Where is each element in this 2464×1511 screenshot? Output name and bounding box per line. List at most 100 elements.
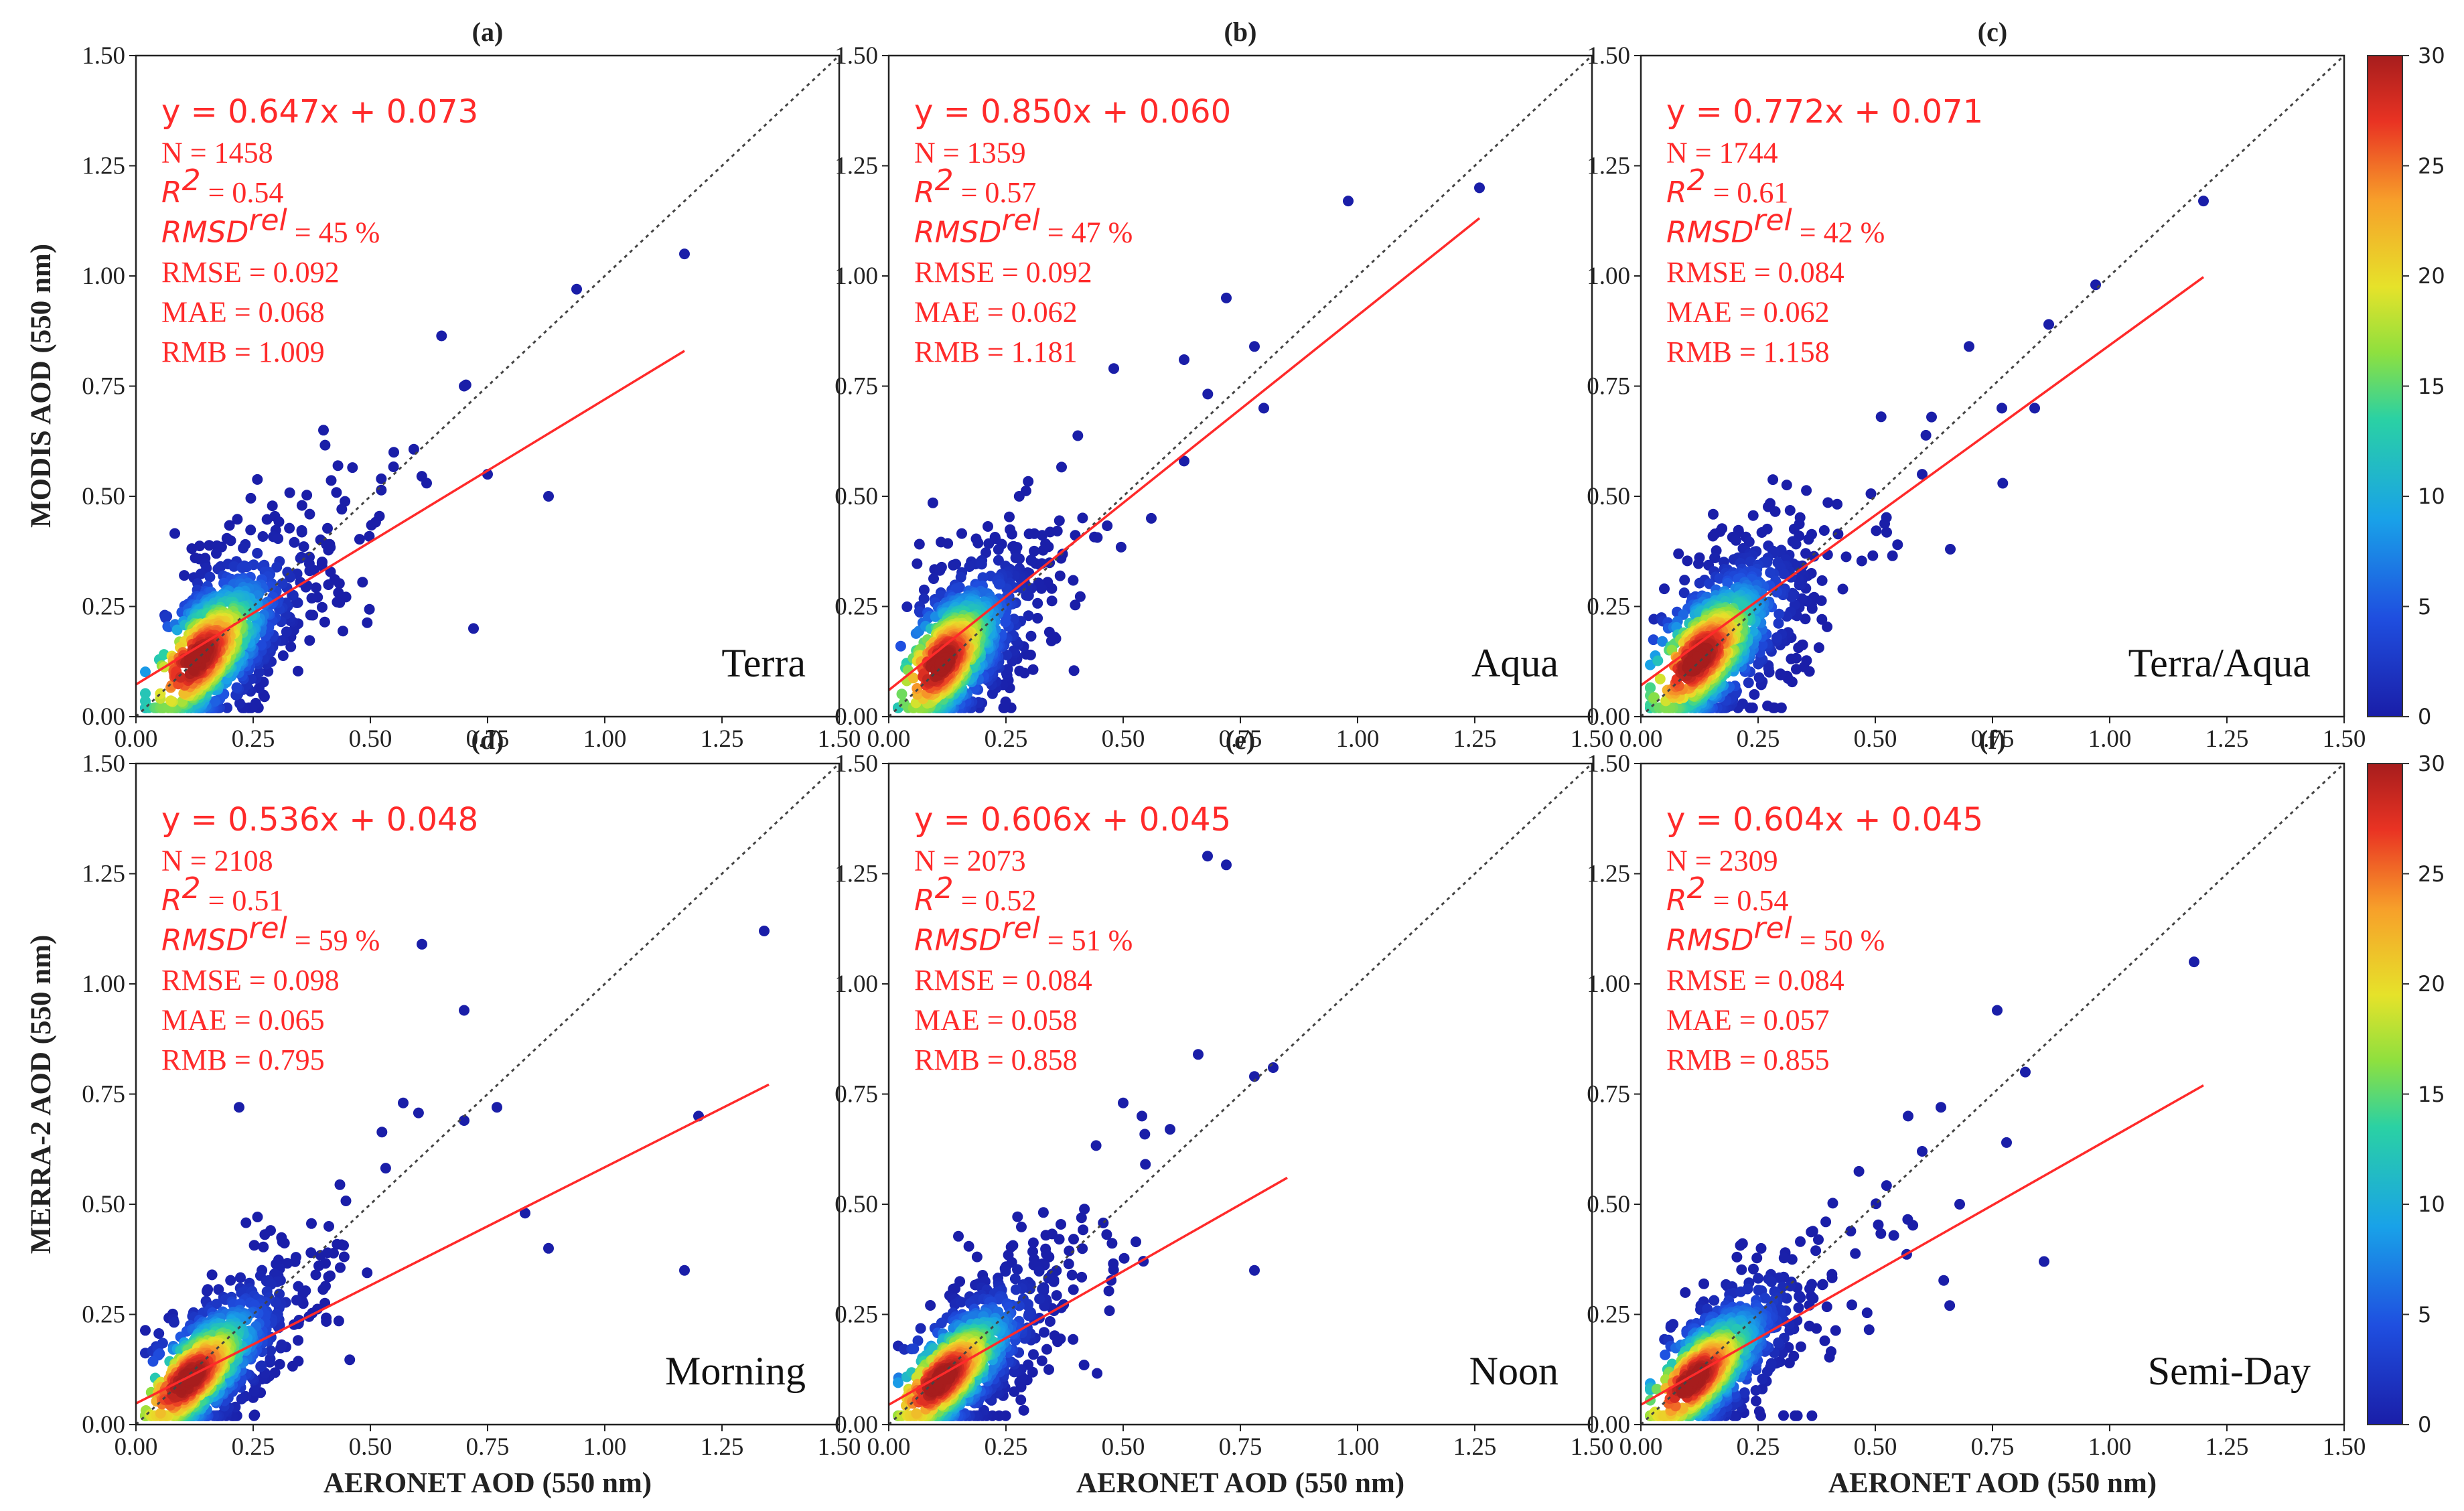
colorbar-tick: 20 <box>2418 971 2445 997</box>
y-tick-label: 0.75 <box>835 1081 878 1108</box>
data-point <box>1678 587 1690 599</box>
data-point <box>1193 1049 1204 1060</box>
data-point <box>1750 1385 1761 1396</box>
data-point <box>376 484 387 496</box>
data-point <box>679 248 690 260</box>
site-label: Aqua <box>1471 641 1559 685</box>
data-point <box>936 1317 947 1329</box>
data-point <box>291 1295 302 1306</box>
data-point <box>1056 461 1067 473</box>
data-point <box>318 425 329 436</box>
x-tick-label: 0.00 <box>867 725 911 753</box>
data-point <box>950 559 962 570</box>
data-point <box>934 565 946 576</box>
stat-r2: R2 = 0.61 <box>1666 163 1788 210</box>
data-point <box>955 571 966 583</box>
y-tick-label: 1.25 <box>1587 153 1630 180</box>
data-point <box>240 1217 252 1228</box>
data-point <box>1830 1325 1841 1336</box>
data-point <box>175 672 186 683</box>
data-point <box>1221 292 1232 303</box>
data-point <box>1773 1272 1785 1283</box>
y-tick-label: 1.25 <box>835 861 878 888</box>
data-point <box>1875 1228 1887 1239</box>
data-point <box>1865 488 1877 500</box>
data-point <box>925 1300 936 1311</box>
data-point <box>1078 1360 1090 1370</box>
one-to-one-line <box>1640 54 2345 718</box>
x-tick-label: 0.75 <box>1971 725 2015 753</box>
panel-b: 0.00 0.25 0.50 0.75 1.00 1.25 1.500.000.250.50… <box>835 17 1613 753</box>
data-point <box>209 696 220 707</box>
y-tick-label: 1.50 <box>82 750 125 778</box>
data-point <box>1743 677 1754 689</box>
data-point <box>194 541 205 552</box>
stat-mae: MAE = 0.068 <box>161 296 325 329</box>
y-tick-label: 0.00 <box>82 703 125 731</box>
data-point <box>1015 1394 1027 1406</box>
data-point <box>293 1281 304 1292</box>
stat-rmsd-symbol: RMSD <box>914 216 1001 250</box>
data-point <box>1762 700 1773 711</box>
data-point <box>1221 859 1232 871</box>
data-point <box>1101 1229 1112 1240</box>
stat-r2-value: = 0.52 <box>954 884 1037 917</box>
data-point <box>1749 689 1760 700</box>
data-point <box>315 534 326 545</box>
data-point <box>1068 665 1080 676</box>
data-point <box>347 462 358 474</box>
data-point <box>1853 1165 1865 1177</box>
data-point <box>321 1312 332 1323</box>
data-point <box>305 1247 317 1258</box>
colorbar-tick: 25 <box>2418 153 2445 179</box>
data-point <box>225 1275 236 1286</box>
data-point <box>1791 664 1802 675</box>
data-point <box>1068 1334 1079 1345</box>
data-point <box>296 526 307 538</box>
data-point <box>1845 1226 1857 1237</box>
data-point <box>171 624 183 636</box>
data-point <box>1652 655 1664 666</box>
data-point <box>1709 1295 1720 1306</box>
data-point <box>1054 1234 1065 1245</box>
data-point <box>388 461 399 472</box>
data-point <box>972 537 984 549</box>
stat-n: N = 2108 <box>161 845 273 877</box>
data-point <box>1765 1358 1777 1369</box>
data-point <box>953 1230 964 1242</box>
stat-r2: R2 = 0.52 <box>914 871 1036 918</box>
x-tick-label: 0.50 <box>1102 725 1145 753</box>
x-axis-label-middle: AERONET AOD (550 nm) <box>1076 1467 1404 1499</box>
x-tick-label: 1.00 <box>1336 1433 1380 1461</box>
data-point <box>364 530 375 542</box>
data-point <box>1881 526 1892 538</box>
y-tick-label: 1.00 <box>835 970 878 998</box>
y-tick-label: 0.50 <box>82 1191 125 1218</box>
y-tick-label: 1.25 <box>835 153 878 180</box>
data-point <box>956 528 967 539</box>
y-tick-label: 0.25 <box>835 593 878 621</box>
data-point <box>195 568 206 579</box>
data-point <box>1822 497 1834 508</box>
data-point <box>1879 518 1890 529</box>
x-tick-label: 1.50 <box>818 725 861 753</box>
axis-ticks: 0.00 0.25 0.50 0.75 1.00 1.25 1.500.000.250.50… <box>835 750 1613 1461</box>
stat-rmsd-value: = 51 % <box>1040 924 1133 957</box>
stat-rmsd-symbol: RMSD <box>1666 216 1753 250</box>
data-point <box>1888 1230 1899 1241</box>
data-point <box>1736 1264 1747 1275</box>
data-point <box>1146 512 1157 524</box>
data-point <box>274 1358 285 1370</box>
data-point <box>912 1335 924 1346</box>
data-point <box>276 1339 287 1350</box>
data-point <box>238 543 249 554</box>
data-point <box>1698 1278 1709 1289</box>
data-point <box>211 1299 222 1309</box>
data-point <box>976 559 987 570</box>
data-point <box>1837 583 1849 595</box>
data-point <box>228 561 240 572</box>
data-point <box>282 567 293 578</box>
data-point <box>234 1102 244 1113</box>
data-point <box>1079 1204 1090 1215</box>
x-tick-label: 0.25 <box>985 725 1028 753</box>
